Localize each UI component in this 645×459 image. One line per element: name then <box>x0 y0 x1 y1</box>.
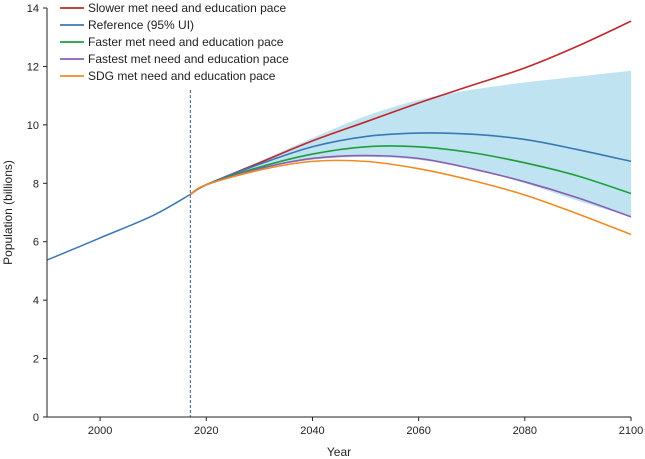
series-lines-layer <box>46 20 632 261</box>
uncertainty-band-layer <box>190 70 631 217</box>
y-tick-label: 2 <box>33 354 39 366</box>
legend-item-0: Slower met need and education pace <box>60 1 286 15</box>
legend-label: Fastest met need and education pace <box>88 52 289 66</box>
legend: Slower met need and education pace Refere… <box>60 1 289 83</box>
axes: 2000 2020 2040 2060 2080 2100 0 2 4 6 8 10 12 14 Yea… <box>1 3 643 459</box>
x-tick-label: 2100 <box>619 425 643 437</box>
series-line-1 <box>189 132 632 196</box>
y-axis-title: Population (billions) <box>1 160 15 265</box>
legend-label: SDG met need and education pace <box>88 69 276 83</box>
y-tick-label: 12 <box>27 61 39 73</box>
x-tick-label: 2040 <box>300 425 324 437</box>
legend-label: Reference (95% UI) <box>88 18 194 32</box>
x-tick-label: 2060 <box>406 425 430 437</box>
legend-item-3: Fastest met need and education pace <box>60 52 289 66</box>
y-tick-label: 0 <box>33 412 39 424</box>
legend-label: Faster met need and education pace <box>88 35 284 49</box>
x-axis-title: Year <box>327 445 351 459</box>
y-axis-ticks: 0 2 4 6 8 10 12 14 <box>27 3 47 424</box>
legend-item-2: Faster met need and education pace <box>60 35 284 49</box>
y-tick-label: 6 <box>33 237 39 249</box>
legend-item-1: Reference (95% UI) <box>60 18 194 32</box>
x-axis-ticks: 2000 2020 2040 2060 2080 2100 <box>88 417 643 437</box>
legend-label: Slower met need and education pace <box>88 1 286 15</box>
series-line-4 <box>189 159 632 236</box>
y-tick-label: 14 <box>27 3 39 15</box>
y-tick-label: 10 <box>27 120 39 132</box>
legend-item-4: SDG met need and education pace <box>60 69 276 83</box>
x-tick-label: 2020 <box>194 425 218 437</box>
uncertainty-band-area <box>190 70 631 217</box>
y-tick-label: 4 <box>33 295 39 307</box>
x-tick-label: 2080 <box>513 425 537 437</box>
historical-line <box>46 193 191 261</box>
y-tick-label: 8 <box>33 178 39 190</box>
x-tick-label: 2000 <box>88 425 112 437</box>
